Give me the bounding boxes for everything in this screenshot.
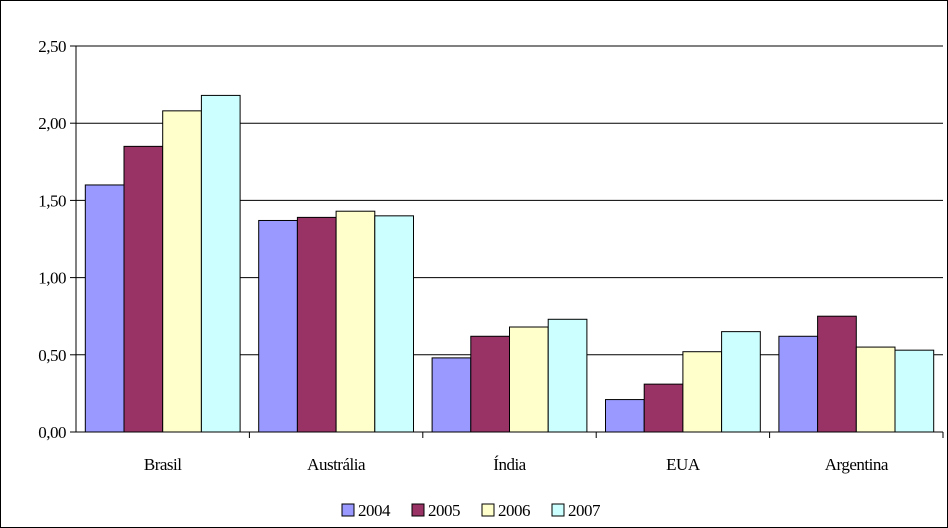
bar-eua-2005 (643, 383, 684, 433)
bar-austrália-2005 (296, 216, 337, 433)
category-label: Argentina (825, 455, 889, 474)
category-labels: Brasil Austrália Índia EUA Argentina (144, 455, 889, 474)
legend-swatch-2007 (551, 503, 565, 517)
y-tick-label: 1,50 (38, 191, 66, 210)
legend-swatch-2004 (341, 503, 355, 517)
bar-argentina-2004 (778, 335, 819, 433)
y-tick-label: 0,00 (38, 423, 66, 442)
legend-swatch-2006 (481, 503, 495, 517)
y-tick-labels: 0,00 0,50 1,00 1,50 2,00 2,50 (38, 37, 66, 442)
y-tick-label: 1,00 (38, 269, 66, 288)
bar-austrália-2004 (258, 219, 298, 433)
bar-austrália-2007 (374, 215, 414, 433)
bar-argentina-2007 (894, 349, 935, 433)
y-tick-label: 2,00 (38, 114, 66, 133)
bar-eua-2007 (721, 331, 761, 433)
bar-brasil-2004 (84, 184, 125, 433)
y-tick-label: 2,50 (38, 37, 66, 56)
legend-label: 2007 (568, 501, 601, 520)
legend-label: 2006 (498, 501, 530, 520)
bar-brasil-2007 (200, 94, 241, 433)
bar-índia-2005 (470, 335, 510, 433)
bar-índia-2007 (547, 318, 588, 433)
legend-label: 2004 (358, 501, 391, 520)
y-tick-label: 0,50 (38, 346, 66, 365)
category-label: Índia (493, 455, 526, 474)
bar-brasil-2005 (123, 145, 164, 433)
axes (70, 45, 944, 438)
legend: 2004 2005 2006 2007 (341, 501, 602, 520)
bar-índia-2006 (509, 326, 549, 433)
category-label: EUA (666, 455, 701, 474)
bar-índia-2004 (431, 357, 472, 433)
bar-argentina-2005 (817, 315, 857, 433)
bar-eua-2006 (682, 351, 723, 433)
legend-swatch-2005 (411, 503, 425, 517)
bars (84, 94, 935, 433)
category-label: Brasil (144, 455, 182, 474)
bar-brasil-2006 (162, 110, 202, 433)
category-label: Austrália (307, 455, 366, 474)
bar-argentina-2006 (855, 346, 896, 433)
bar-eua-2004 (605, 399, 645, 433)
bar-austrália-2006 (335, 210, 376, 433)
legend-label: 2005 (428, 501, 460, 520)
